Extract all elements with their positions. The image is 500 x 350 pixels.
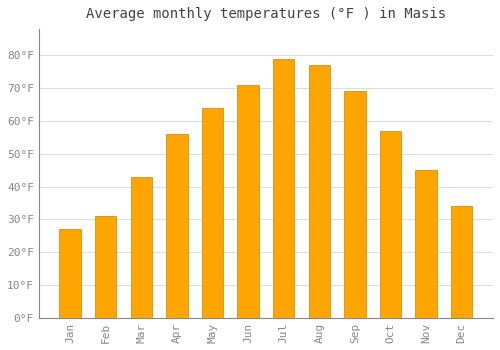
- Title: Average monthly temperatures (°F ) in Masis: Average monthly temperatures (°F ) in Ma…: [86, 7, 446, 21]
- Bar: [166, 134, 188, 318]
- Bar: [308, 65, 330, 318]
- Bar: [238, 85, 259, 318]
- Bar: [273, 58, 294, 318]
- Bar: [344, 91, 366, 318]
- Bar: [95, 216, 116, 318]
- Bar: [380, 131, 401, 318]
- Bar: [451, 206, 472, 318]
- Bar: [60, 229, 81, 318]
- Bar: [416, 170, 437, 318]
- Bar: [202, 108, 223, 318]
- Bar: [130, 177, 152, 318]
